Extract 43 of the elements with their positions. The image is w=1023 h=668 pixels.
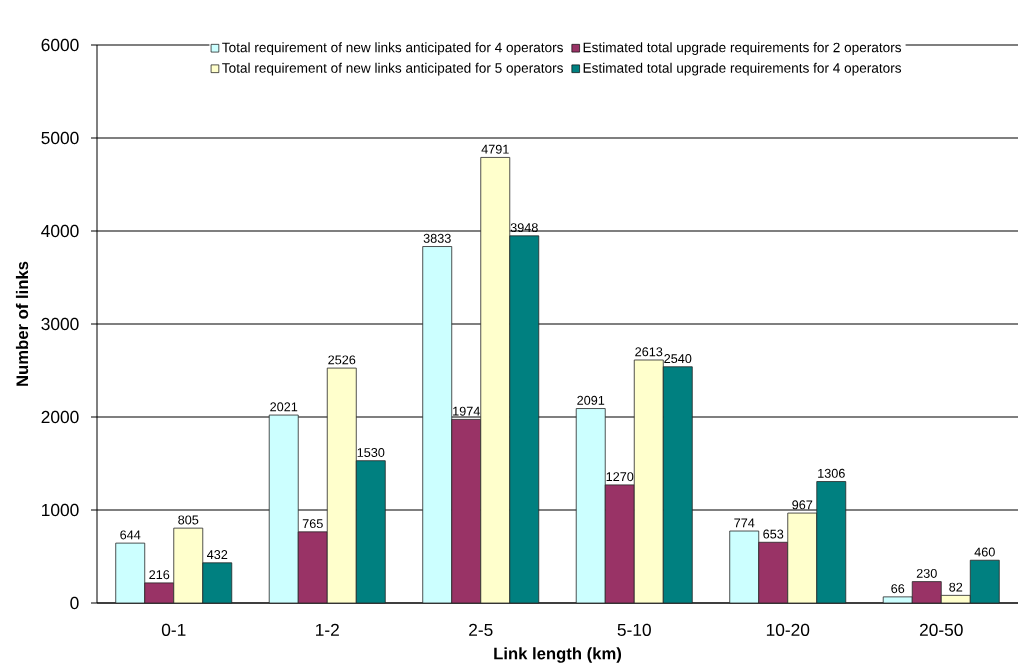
y-tick-label: 6000 [41,38,79,52]
y-tick-label: 4000 [41,224,79,238]
data-label: 967 [792,500,813,510]
y-tick-label: 1000 [42,503,79,517]
data-label: 1530 [357,448,385,457]
data-label: 765 [302,519,323,529]
data-label: 653 [763,529,784,539]
y-axis-title: Number of links [15,261,29,386]
data-label: 2526 [328,355,356,365]
legend-label: Total requirement of new links anticipated for 4 operators [222,42,563,55]
legend-label: Estimated total upgrade requirements for 2 operators [583,42,902,55]
data-label: 644 [120,530,141,540]
data-label: 1270 [606,472,634,482]
data-label: 3833 [423,233,451,243]
y-tick-label: 5000 [41,131,79,145]
x-tick-label: 20-50 [919,623,963,636]
data-label: 2021 [270,402,298,412]
x-tick-label: 10-20 [766,623,810,636]
data-label: 82 [949,582,963,592]
x-tick-label: 1-2 [316,623,339,636]
legend-label: Estimated total upgrade requirements for 4 operators [583,62,902,76]
data-label: 66 [891,584,905,594]
data-label: 2091 [577,395,605,405]
data-label: 805 [178,515,199,525]
y-tick-label: 3000 [41,317,79,331]
data-label: 2613 [635,347,663,357]
data-label: 230 [916,568,937,578]
data-label: 216 [149,570,170,580]
data-label: 460 [974,547,995,557]
data-label: 432 [207,550,228,560]
x-axis-title: Link length (km) [494,647,622,663]
y-tick-label: 0 [70,596,79,610]
x-tick-label: 0-1 [161,623,186,636]
data-label: 3948 [510,223,538,233]
x-tick-label: 5-10 [617,623,651,636]
y-tick-label: 2000 [41,410,79,424]
x-tick-label: 2-5 [469,623,493,636]
data-label: 1306 [818,468,845,478]
data-label: 4791 [481,144,509,154]
data-label: 2540 [664,354,692,364]
data-label: 1974 [453,406,480,416]
legend-label: Total requirement of new links anticipated for 5 operators [222,62,563,76]
data-label: 774 [734,518,755,528]
